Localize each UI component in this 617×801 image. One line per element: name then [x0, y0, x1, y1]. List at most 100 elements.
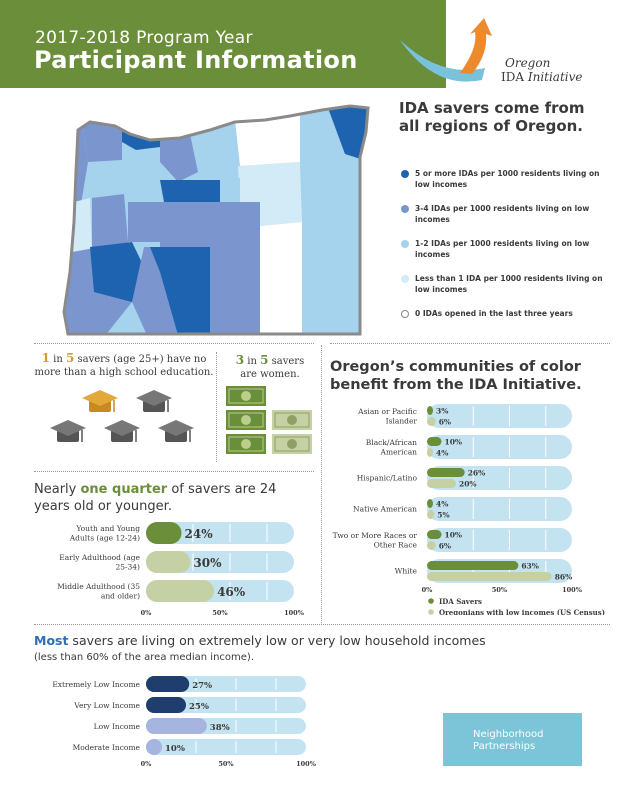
map-legend-item: Less than 1 IDA per 1000 residents livin… [399, 273, 609, 295]
edu-in: in [49, 354, 66, 365]
legend-dot-icon [401, 170, 409, 178]
bar [427, 510, 435, 519]
map-legend-item: 3-4 IDAs per 1000 residents living on lo… [399, 203, 609, 225]
divider [330, 343, 610, 344]
category-label: American [380, 447, 418, 456]
bar [146, 522, 182, 544]
legend-dot-icon [401, 240, 409, 248]
dollar-bill-icon [272, 410, 312, 430]
education-stat: 1 in 5 savers (age 25+) have no more tha… [34, 352, 214, 379]
age-title: Nearly one quarter of savers are 24 year… [34, 481, 314, 515]
map-title: IDA savers come from all regions of Oreg… [399, 99, 585, 135]
bar-track [427, 435, 572, 459]
graduation-cap-icon [158, 420, 194, 442]
bar [427, 448, 433, 457]
bar [427, 406, 433, 415]
data-label: 6% [439, 542, 451, 551]
partner-logo-text: Neighborhood Partnerships [473, 729, 543, 753]
category-label: Moderate Income [73, 743, 141, 752]
graduation-cap-icon [50, 420, 86, 442]
bar-track [146, 522, 294, 544]
bar [146, 697, 186, 713]
logo-ida-initiative: IDA Initiative [501, 70, 583, 84]
legend-dot-icon [401, 275, 409, 283]
legend-label: Oregonians with low incomes (US Census) [439, 608, 605, 615]
map-county-deschutes [160, 202, 220, 247]
category-label: Native American [353, 505, 417, 514]
map-county-benton [128, 202, 164, 242]
map-county-linn [92, 194, 128, 252]
income-subtitle: (less than 60% of the area median income… [34, 652, 254, 663]
legend-label: Less than 1 IDA per 1000 residents livin… [415, 274, 603, 294]
category-label: 25-34) [115, 562, 140, 571]
map-county-malheur [302, 222, 360, 334]
category-label: Extremely Low Income [52, 680, 140, 689]
logo-initiative: Initiative [527, 70, 583, 84]
map-county-lake [210, 202, 260, 334]
map-county-wasco [198, 122, 238, 178]
axis-tick-label: 0% [141, 609, 153, 617]
partner-line1: Neighborhood [473, 729, 544, 740]
bar [146, 718, 207, 734]
income-title-hl: Most [34, 633, 69, 648]
age-title-hl: one quarter [80, 482, 168, 497]
women-in: in [244, 356, 261, 367]
map-county-wallowa [328, 106, 368, 162]
divider [34, 343, 314, 344]
logo-ida: IDA [501, 70, 528, 84]
category-label: Low Income [94, 722, 141, 731]
map-county-baker [302, 158, 360, 222]
divider [34, 624, 610, 625]
logo-oregon: Oregon [505, 56, 551, 70]
communities-title: Oregon’s communities of color benefit fr… [330, 359, 582, 393]
bar-track [146, 739, 306, 755]
data-label: 10% [165, 744, 185, 754]
dollar-bill-icon [226, 434, 266, 454]
bar [427, 437, 442, 446]
category-label: White [395, 567, 418, 576]
map-county-jefferson [160, 180, 222, 202]
data-label: 25% [189, 702, 209, 712]
category-label: Adults (age 12-24) [69, 533, 140, 542]
page-title: Participant Information [34, 46, 358, 74]
data-label: 4% [436, 449, 448, 458]
data-label: 20% [459, 480, 477, 489]
bar-track [427, 497, 572, 521]
data-label: 24% [185, 527, 214, 541]
category-label: Very Low Income [73, 701, 140, 710]
age-title-post: of savers are 24 years old or younger. [34, 482, 277, 514]
axis-tick-label: 0% [141, 760, 153, 768]
bar [146, 676, 190, 692]
women-rest2: are women. [240, 369, 300, 380]
bar-track [427, 528, 572, 552]
bar-track [146, 697, 306, 713]
data-label: 3% [436, 407, 448, 416]
women-num1: 3 [235, 353, 245, 367]
income-title: Most savers are living on extremely low … [34, 633, 594, 649]
data-label: 46% [217, 585, 246, 599]
dollar-bill-icon [226, 386, 266, 406]
age-title-pre: Nearly [34, 482, 81, 497]
data-label: 30% [193, 556, 222, 570]
data-label: 4% [436, 500, 448, 509]
edu-num1: 1 [41, 351, 50, 365]
partner-logo-box [443, 713, 582, 766]
legend-label: IDA Savers [439, 597, 482, 606]
partner-line2: Partnerships [473, 741, 536, 752]
dollar-bill-icon [272, 434, 312, 454]
axis-tick-label: 100% [562, 586, 583, 594]
divider [216, 352, 217, 462]
bar [427, 499, 433, 508]
axis-tick-label: 0% [422, 586, 434, 594]
bar [427, 541, 436, 550]
legend-label: 5 or more IDAs per 1000 residents living… [415, 169, 600, 189]
women-rest1: savers [268, 356, 305, 367]
graduation-cap-icon [104, 420, 140, 442]
map-county-lane [90, 242, 144, 302]
bar [427, 572, 552, 581]
map-legend-item: 1-2 IDAs per 1000 residents living on lo… [399, 238, 609, 260]
income-chart: 27% Extremely Low Income 25% Very Low Incom… [52, 676, 317, 768]
women-num2: 5 [260, 353, 269, 367]
dollar-bills [226, 386, 312, 454]
data-label: 86% [555, 573, 573, 582]
